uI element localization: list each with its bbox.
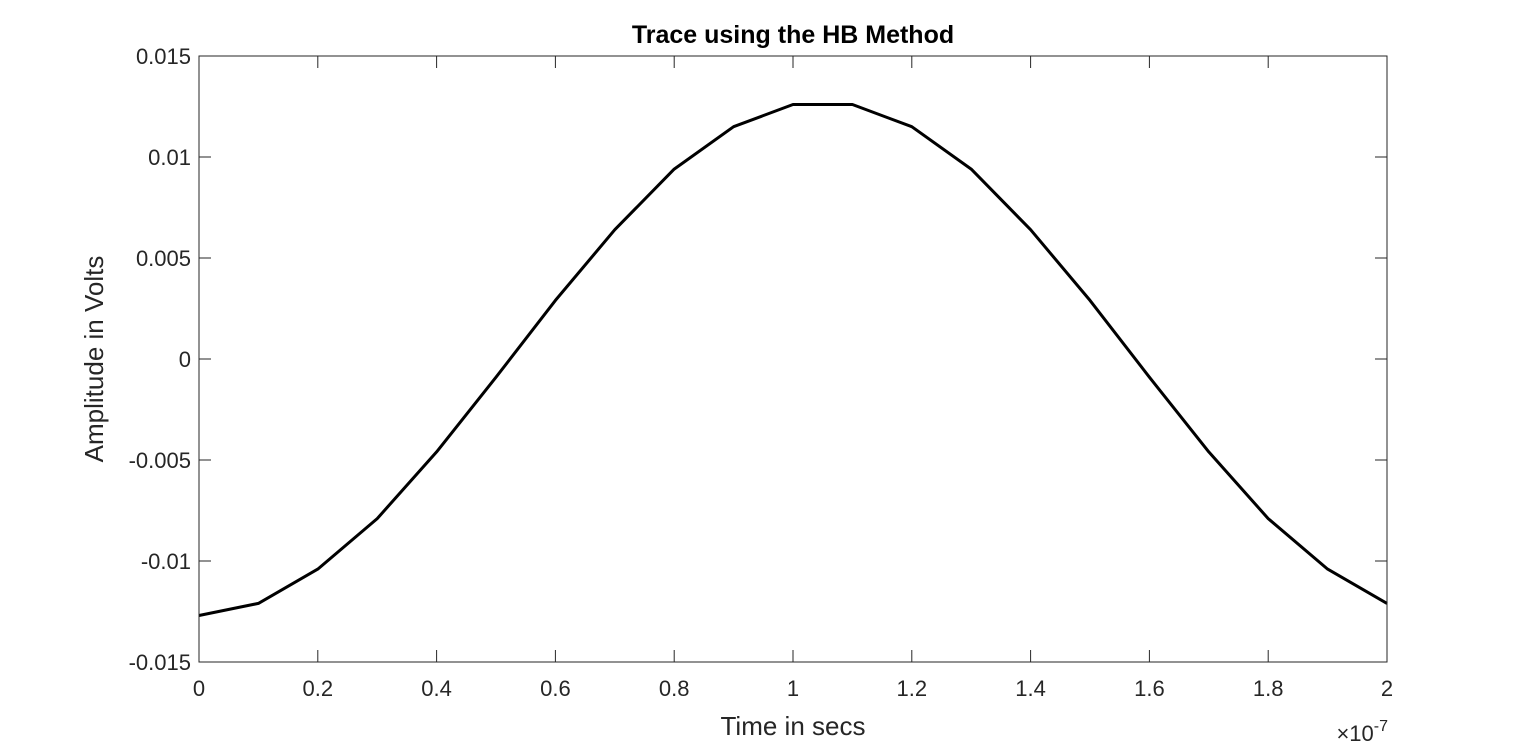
y-tick-label: 0.01 bbox=[148, 145, 191, 170]
y-tick-label: -0.01 bbox=[141, 549, 191, 574]
x-axis-exponent: ×10-7 bbox=[1336, 718, 1388, 746]
axis-ticks bbox=[198, 55, 1388, 663]
x-tick-label: 1.6 bbox=[1134, 676, 1165, 701]
y-tick-label: -0.005 bbox=[129, 448, 191, 473]
x-tick-label: 0.8 bbox=[659, 676, 690, 701]
x-tick-label: 0.6 bbox=[540, 676, 571, 701]
x-tick-label: 1 bbox=[787, 676, 799, 701]
chart-title: Trace using the HB Method bbox=[632, 21, 954, 49]
x-tick-label: 1.2 bbox=[897, 676, 928, 701]
x-axis-label: Time in secs bbox=[721, 711, 866, 741]
x-tick-label: 0.4 bbox=[421, 676, 452, 701]
x-tick-label: 1.4 bbox=[1015, 676, 1046, 701]
y-tick-label: -0.015 bbox=[129, 650, 191, 675]
x-tick-label: 0.2 bbox=[303, 676, 334, 701]
x-tick-label: 2 bbox=[1381, 676, 1393, 701]
y-tick-label: 0.005 bbox=[136, 246, 191, 271]
y-tick-label: 0.015 bbox=[136, 44, 191, 69]
plot-frame bbox=[198, 55, 1388, 663]
tick-labels: 0 0.2 0.4 0.6 0.8 1 1.2 1.4 1.6 1.8 2 -0.015 -0.01 -0… bbox=[129, 44, 1394, 701]
exponent-base: ×10 bbox=[1336, 721, 1373, 746]
y-tick-label: 0 bbox=[179, 347, 191, 372]
x-tick-label: 1.8 bbox=[1253, 676, 1284, 701]
x-tick-label: 0 bbox=[193, 676, 205, 701]
exponent-power: -7 bbox=[1374, 718, 1388, 735]
series-line bbox=[198, 103, 1388, 617]
series-group bbox=[198, 103, 1388, 617]
y-axis-label: Amplitude in Volts bbox=[79, 256, 109, 463]
